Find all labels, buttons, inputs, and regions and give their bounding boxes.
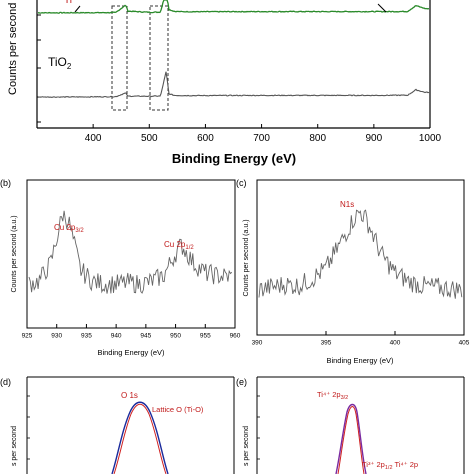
panel-b-peak2-label: Cu 2p1/2 (164, 240, 194, 251)
panel-a-x-tick-labels: 400 500 600 700 800 900 1000 (85, 133, 442, 144)
panel-a-x-tick-label-600: 600 (197, 133, 214, 144)
panel-d-component-label: Lattice O (Ti-O) (152, 405, 204, 414)
panel-b-x-tick-label-960: 960 (230, 333, 241, 340)
panel-e-y-ticks (257, 395, 260, 460)
panel-b-peak1-label: Cu 2p3/2 (54, 223, 84, 234)
panel-b-x-tick-label-945: 945 (140, 333, 151, 340)
panel-a-x-tick-label-800: 800 (309, 133, 326, 144)
panel-e-y-label: s per second (243, 426, 250, 466)
panel-b-x-ticks (26, 324, 236, 328)
panel-d-fit-curve (113, 403, 167, 474)
panel-c-x-tick-label-405: 405 (459, 340, 470, 347)
panel-b-x-label: Binding Energy (eV) (97, 348, 165, 357)
panel-a-tio2-label: TiO2 (48, 55, 72, 71)
panel-b-x-tick-labels: 925 930 935 940 945 950 955 960 (22, 333, 241, 340)
panel-a-ti2p-dashed-box (111, 5, 128, 111)
panel-b-tag: (b) (0, 178, 11, 188)
panel-d-tag: (d) (0, 377, 11, 387)
panel-d: (d) O 1s Lattice O (Ti-O) s per second (0, 376, 235, 474)
panel-e-peak2-label: Ti³⁺ 2p1/2 Ti⁴⁺ 2p (362, 460, 418, 471)
panel-b-x-tick-label-955: 955 (200, 333, 211, 340)
panel-c-x-tick-label-390: 390 (252, 340, 263, 347)
panel-b-x-tick-label-935: 935 (81, 333, 92, 340)
panel-c-x-tick-label-395: 395 (321, 340, 332, 347)
panel-a-x-tick-label-500: 500 (141, 133, 158, 144)
panel-b-y-label: Counts per second (a.u.) (11, 215, 18, 292)
panel-b: (b) 925 930 935 940 945 950 955 960 Cu 2p3/2 Cu… (0, 178, 241, 357)
panel-c-x-tick-labels: 390 395 400 405 (252, 340, 470, 347)
panel-a-arrow-right (377, 3, 387, 13)
panel-e-peak1-label: Ti⁴⁺ 2p3/2 (317, 390, 348, 401)
panel-b-x-tick-label-950: 950 (170, 333, 181, 340)
panel-e-tag: (e) (236, 377, 247, 387)
panel-c-peak-label: N1s (340, 200, 354, 209)
panel-c-tag: (c) (236, 178, 247, 188)
panel-a-x-tick-label-900: 900 (366, 133, 383, 144)
panel-a-series-tio2 (37, 71, 430, 99)
panel-c-y-label: Counts per second (a.u.) (243, 219, 250, 296)
panel-e-fit-curve (337, 406, 365, 474)
panel-c: (c) 390 395 400 405 N1s Counts per second (… (236, 178, 470, 365)
panel-b-x-tick-label-925: 925 (22, 333, 33, 340)
panel-b-cu2p-spectrum (28, 210, 233, 294)
panel-d-peak-label: O 1s (121, 391, 138, 400)
panel-c-n1s-spectrum (258, 209, 463, 299)
panel-a-x-tick-label-700: 700 (253, 133, 270, 144)
panel-e: (e) Ti⁴⁺ 2p3/2 Ti³⁺ 2p1/2 Ti⁴⁺ 2p s per s… (236, 376, 465, 474)
panel-c-x-ticks (256, 331, 465, 335)
panel-b-x-tick-label-940: 940 (111, 333, 122, 340)
panel-a-x-ticks (92, 124, 431, 128)
panel-d-y-label: s per second (11, 426, 18, 466)
panel-a-series-doped (38, 0, 430, 14)
panel-a-top-label: Ti (64, 0, 72, 6)
panel-a: 400 500 600 700 800 900 1000 Ti TiO2 Counts pe… (7, 0, 442, 166)
panel-b-frame (26, 179, 236, 329)
panel-c-x-label: Binding Energy (eV) (326, 356, 394, 365)
panel-a-arrow-left (74, 5, 81, 13)
panel-c-frame (256, 179, 465, 336)
panel-a-x-label: Binding Energy (eV) (172, 151, 296, 166)
panel-d-y-ticks (27, 395, 30, 460)
panel-e-envelope-curve (335, 403, 367, 474)
panel-c-x-tick-label-400: 400 (390, 340, 401, 347)
panel-a-x-tick-label-400: 400 (85, 133, 102, 144)
panel-b-x-tick-label-930: 930 (51, 333, 62, 340)
panel-a-y-label: Counts per second (7, 3, 19, 95)
panel-d-envelope-curve (111, 401, 169, 474)
panel-a-x-tick-label-1000: 1000 (419, 133, 442, 144)
panel-a-o1s-dashed-box (149, 5, 169, 111)
